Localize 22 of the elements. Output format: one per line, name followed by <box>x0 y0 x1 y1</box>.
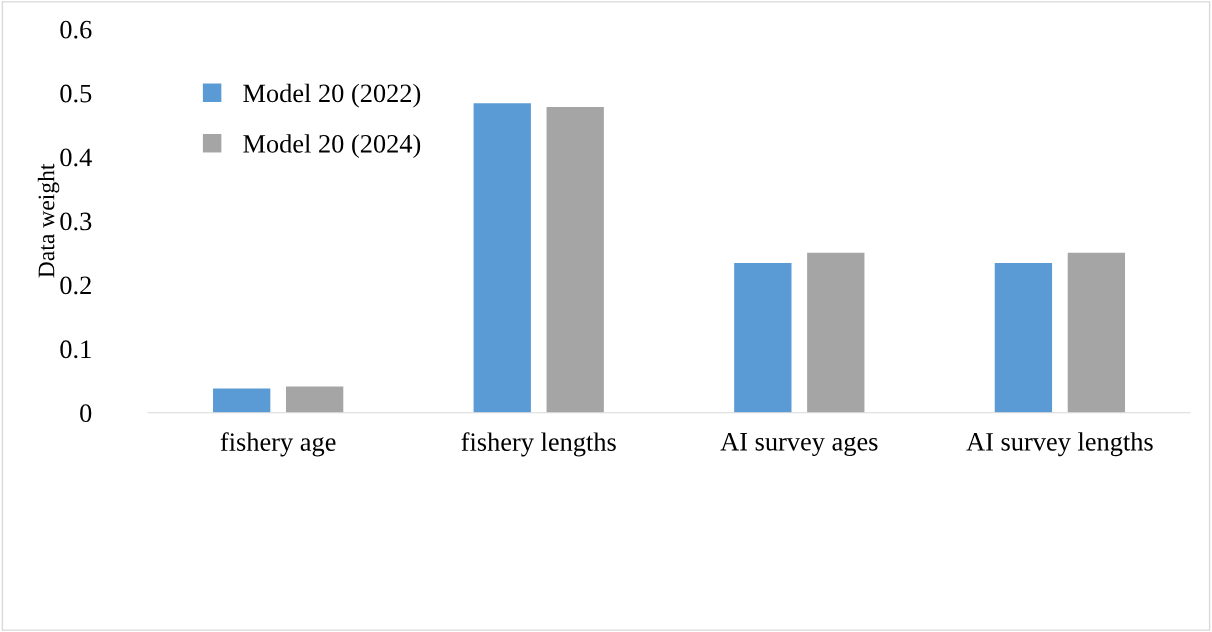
bar <box>734 263 792 413</box>
x-tick-label: AI survey lengths <box>966 432 1153 457</box>
legend-label: Model 20 (2022) <box>243 83 421 108</box>
bar <box>473 103 531 413</box>
x-tick-label: fishery lengths <box>461 432 616 457</box>
bar <box>994 263 1053 413</box>
y-axis-title: Data weight <box>37 163 60 278</box>
y-tick-label: 0.6 <box>60 20 92 39</box>
y-tick-label: 0.3 <box>60 212 92 231</box>
bar <box>546 107 604 413</box>
y-tick-label: 0.2 <box>60 276 91 295</box>
y-tick-label: 0.5 <box>60 84 92 103</box>
bar <box>807 252 865 413</box>
x-tick-label: AI survey ages <box>720 432 878 457</box>
x-tick-label: fishery age <box>220 432 336 457</box>
bar <box>213 388 271 413</box>
y-tick-label: 0.4 <box>60 148 92 167</box>
bar <box>1067 252 1126 413</box>
y-tick-label: 0.1 <box>60 340 91 359</box>
legend-label: Model 20 (2024) <box>243 134 421 159</box>
y-tick-label: 0 <box>80 404 92 423</box>
bar <box>285 386 344 413</box>
